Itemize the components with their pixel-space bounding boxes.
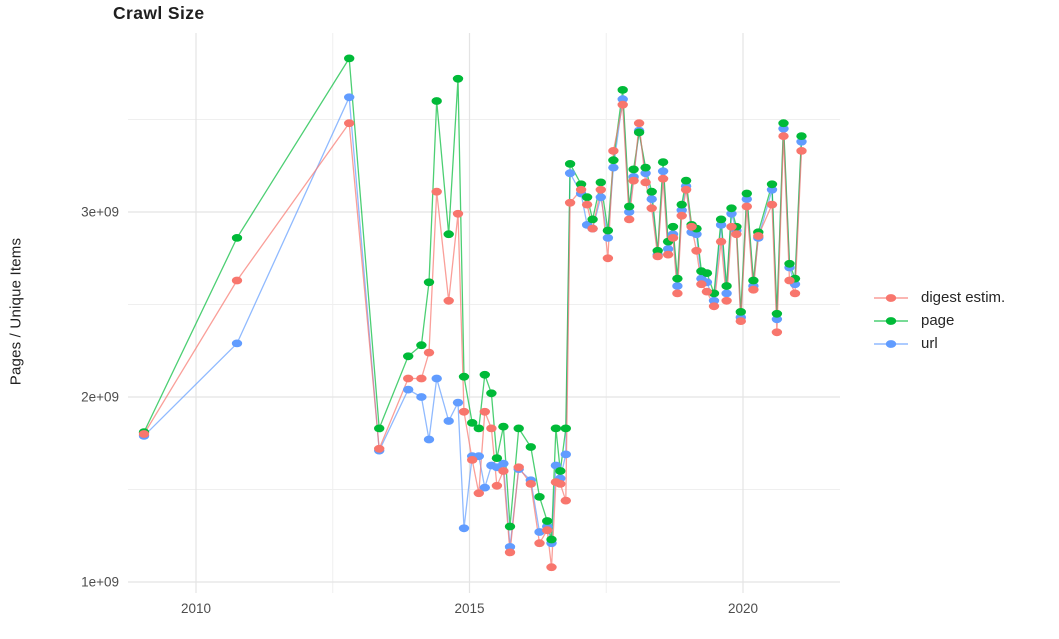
y-axis-title: Pages / Unique Items (7, 237, 25, 386)
legend-item-digest: digest estim. (874, 286, 1054, 309)
series-line-page (143, 57, 803, 541)
chart-title: Crawl Size (113, 3, 205, 23)
legend-label-page: page (921, 312, 955, 329)
series-line-url (143, 96, 803, 548)
grid-minor (128, 33, 840, 593)
x-tick-label: 2015 (454, 601, 484, 616)
legend: digest estim. page url (874, 286, 1054, 355)
x-tick-label: 2010 (181, 601, 211, 616)
axis-tick-labels: 1e+09 2e+09 3e+09 2010 2015 2020 (81, 205, 758, 617)
legend-item-page: page (874, 309, 1054, 332)
legend-label-url: url (921, 335, 938, 352)
series-points-url (138, 93, 807, 551)
legend-item-url: url (874, 332, 1054, 355)
series-points-page (138, 54, 807, 544)
legend-label-digest: digest estim. (921, 289, 1006, 306)
y-tick-label: 1e+09 (81, 575, 119, 590)
grid-major (128, 33, 840, 593)
y-tick-label: 2e+09 (81, 390, 119, 405)
legend-key-digest-icon (874, 293, 908, 302)
y-tick-label: 3e+09 (81, 205, 119, 220)
series-points-digest-estim- (138, 100, 807, 572)
x-tick-label: 2020 (728, 601, 758, 616)
legend-key-page-icon (874, 316, 908, 325)
legend-key-url-icon (874, 339, 908, 348)
series-line-digest-estim- (143, 104, 803, 568)
